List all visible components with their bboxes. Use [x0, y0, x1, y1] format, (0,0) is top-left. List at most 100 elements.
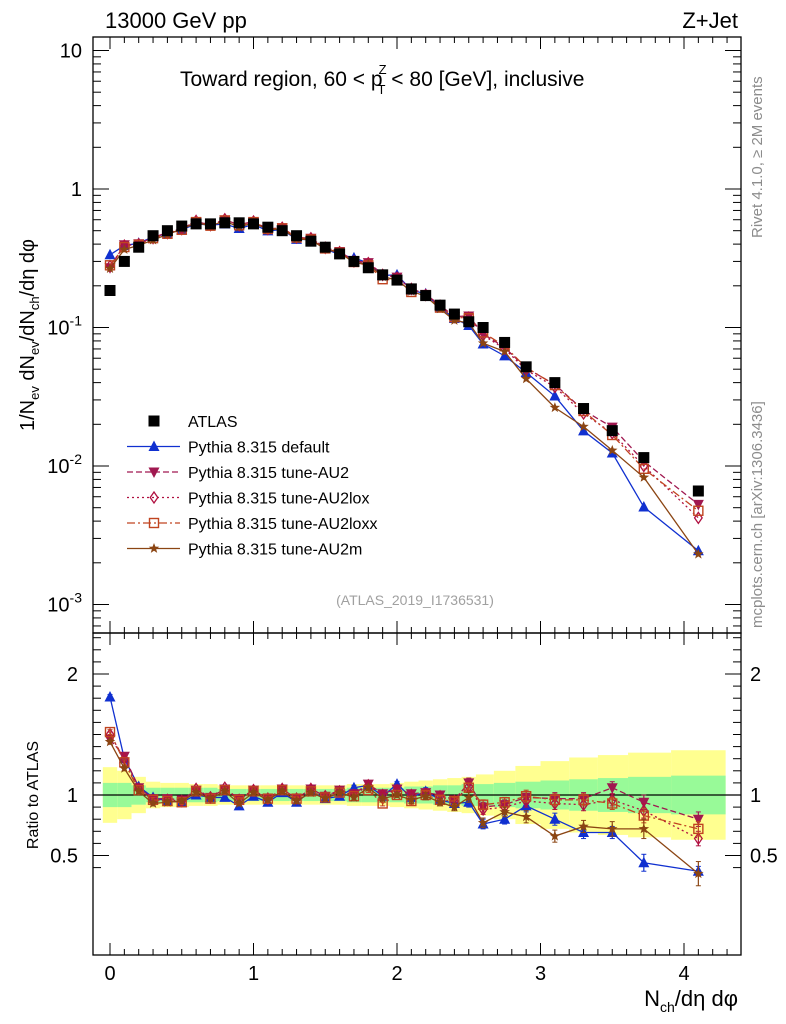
ratio-point-AU2m [348, 791, 360, 802]
x-tick-label: 3 [535, 963, 546, 985]
ratio-point-AU2loxx [693, 823, 704, 835]
series-point-default [104, 248, 116, 260]
legend-marker-AU2loxx [148, 517, 160, 529]
ratio-point-AU2m [434, 796, 446, 807]
ratio-point-AU2m [205, 793, 216, 804]
legend-marker-AU2m [148, 543, 160, 553]
ratio-point-default [219, 791, 231, 802]
ratio-point-AU2m [334, 787, 345, 797]
data-point-atlas [638, 452, 650, 464]
ratio-point-AU2lox [693, 831, 703, 846]
ratio-point-AU2m [499, 806, 510, 817]
data-point-atlas [448, 308, 460, 320]
ratio-point-AU2loxx [607, 798, 618, 809]
data-point-atlas [420, 290, 432, 302]
ratio-point-AU2m [406, 794, 417, 805]
ratio-point-AU2m [277, 785, 288, 796]
data-point-atlas [391, 274, 403, 286]
mcplots-citation-label: mcplots.cern.ch [arXiv:1306.3436] [749, 401, 766, 628]
legend-marker-AU2lox [149, 490, 159, 505]
series-point-AU2m [499, 346, 510, 356]
series-point-default [638, 500, 650, 512]
legend-label-AU2loxx: Pythia 8.315 tune-AU2loxx [188, 516, 377, 533]
ratio-point-AU2m [119, 762, 130, 773]
ratio-point-AU2m [291, 795, 302, 806]
ratio-point-default [104, 690, 116, 702]
y-tick-label-ratio-right: 0.5 [750, 846, 778, 868]
data-point-atlas [190, 218, 202, 230]
series-point-AU2m [638, 471, 650, 482]
series-point-AU2m [104, 263, 116, 273]
x-tick-label: 2 [391, 963, 402, 985]
y-tick-label-main: 10-2 [47, 451, 82, 478]
series-point-AU2m [477, 337, 489, 348]
data-point-atlas [463, 316, 475, 328]
ratio-point-AU2m [219, 785, 230, 796]
ratio-point-AU2m [377, 793, 388, 804]
ratio-point-AU2m [133, 785, 144, 796]
ratio-line-AU2m [109, 741, 699, 875]
ratio-line-AU2 [109, 738, 699, 820]
header-process-label: Z+Jet [682, 8, 738, 33]
ratio-point-default [549, 813, 561, 824]
ratio-panel-frame [92, 632, 742, 956]
y-tick-label-ratio: 0.5 [50, 846, 78, 868]
ratio-point-AU2lox [550, 796, 560, 811]
y-axis-label-main: 1/Nev dNev/dNch/dη dφ [17, 239, 42, 431]
data-point-atlas [477, 322, 489, 333]
data-point-atlas [233, 217, 245, 229]
data-point-atlas [499, 336, 511, 348]
ratio-point-AU2m [363, 782, 374, 793]
y-tick-label-main: 1 [71, 179, 82, 201]
ratio-point-AU2m [449, 801, 460, 812]
ratio-point-AU2 [692, 814, 704, 826]
ratio-point-AU2m [320, 793, 331, 804]
y-tick-label-main: 10 [60, 41, 82, 63]
data-point-atlas [176, 220, 188, 232]
ratio-line-AU2lox [109, 734, 699, 840]
data-point-atlas [362, 262, 374, 274]
data-point-atlas [334, 248, 346, 260]
ratio-point-AU2m [578, 821, 589, 831]
ratio-panel-series [104, 690, 704, 887]
y-tick-label-ratio-right: 2 [750, 664, 761, 686]
y-tick-label-ratio-right: 1 [750, 785, 761, 807]
y-tick-label-ratio: 2 [67, 664, 78, 686]
ratio-point-AU2m [262, 794, 274, 805]
data-point-atlas [104, 284, 116, 296]
legend-marker-atlas [148, 415, 160, 427]
ratio-point-AU2lox [521, 794, 531, 808]
series-line-AU2 [109, 219, 699, 505]
series-point-AU2m [693, 548, 704, 559]
legend-label-AU2m: Pythia 8.315 tune-AU2m [188, 542, 362, 559]
ratio-point-AU2loxx [477, 799, 489, 810]
series-point-default [549, 390, 561, 401]
series-point-AU2m [119, 244, 130, 254]
ratio-point-AU2m [520, 811, 532, 822]
series-line-AU2m [109, 220, 699, 555]
header-collision-label: 13000 GeV pp [105, 8, 247, 33]
data-point-atlas [291, 230, 303, 242]
x-axis-label: Nch/dη dφ [644, 986, 738, 1015]
ratio-point-AU2m [638, 823, 650, 834]
ratio-point-AU2m [104, 736, 116, 747]
ratio-point-AU2m [463, 791, 474, 802]
legend-marker-default [148, 440, 160, 451]
analysis-id-label: (ATLAS_2019_I1736531) [336, 592, 494, 608]
ratio-point-AU2m [162, 796, 173, 807]
series-point-AU2m [607, 444, 618, 455]
axis-ticks: 0 1 2 3 4 10-3 10-2 10-1 1 10 0.5 0.5 1 1 2 2 [47, 37, 778, 985]
main-panel-data [104, 217, 704, 497]
data-point-atlas [219, 217, 231, 229]
series-point-AU2m [549, 402, 561, 413]
series-point-AU2m [520, 373, 532, 384]
legend-label-atlas: ATLAS [188, 414, 238, 431]
ratio-point-AU2 [606, 783, 618, 794]
data-point-atlas [549, 377, 561, 389]
data-point-atlas [147, 230, 159, 242]
data-point-atlas [248, 218, 259, 230]
data-point-atlas [161, 225, 173, 237]
legend-marker-AU2 [148, 467, 160, 478]
y-tick-label-main: 10-3 [47, 590, 82, 617]
